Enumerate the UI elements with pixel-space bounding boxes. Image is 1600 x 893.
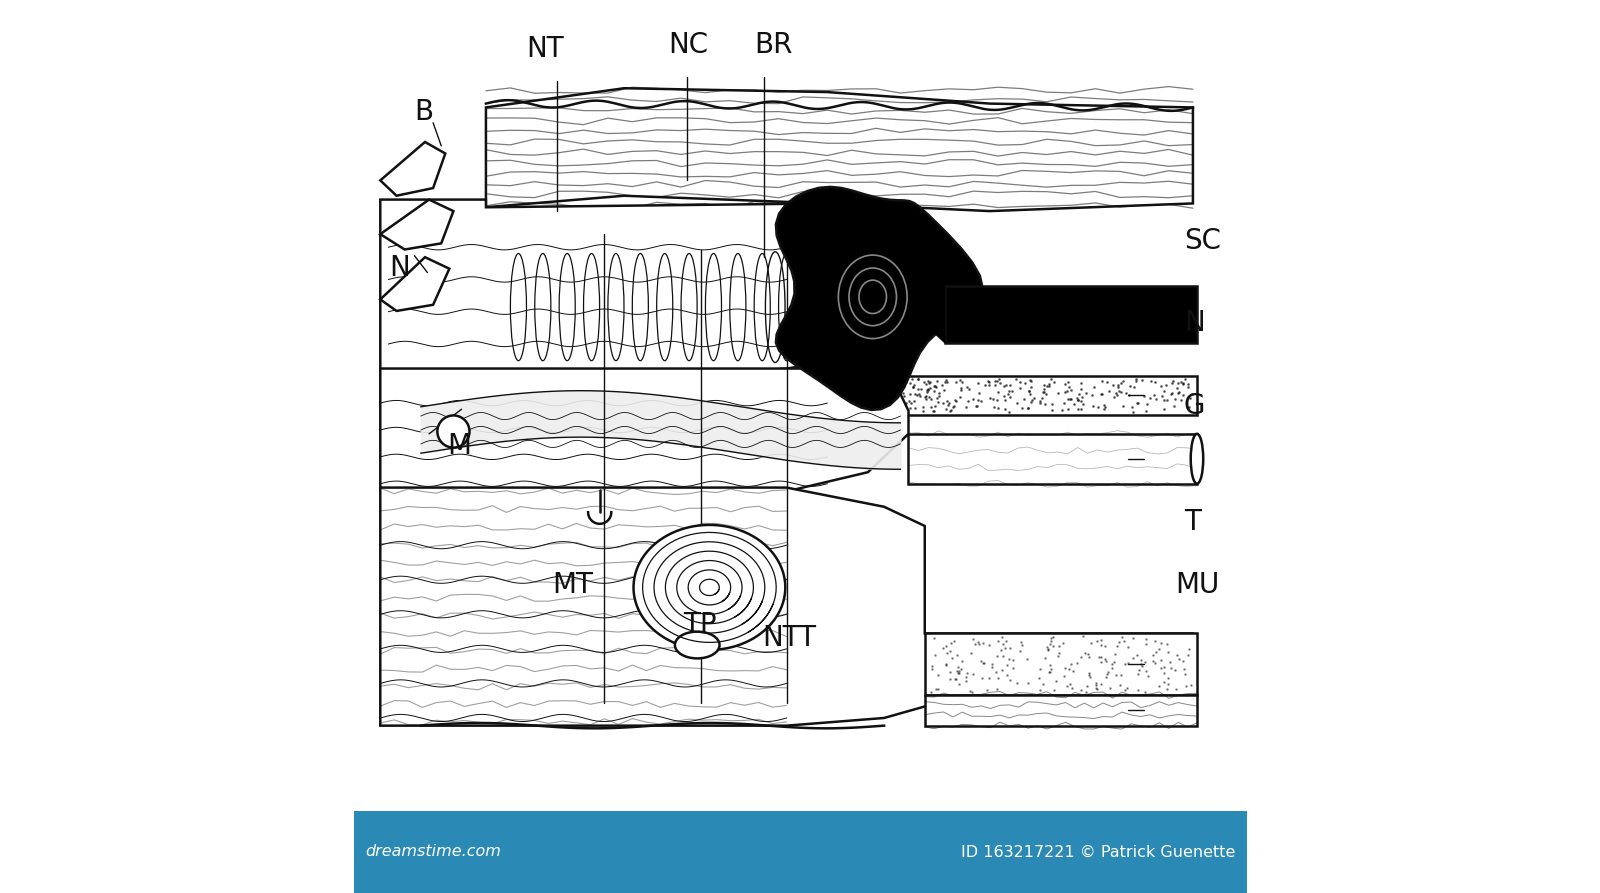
Text: N: N [1184,309,1205,338]
Ellipse shape [675,631,720,658]
Polygon shape [381,369,909,491]
Text: NTT: NTT [762,624,816,653]
Polygon shape [634,525,786,650]
Polygon shape [888,376,1197,414]
Text: G: G [1184,392,1205,421]
Polygon shape [381,488,1194,726]
Text: ID 163217221 © Patrick Guenette: ID 163217221 © Patrick Guenette [960,845,1235,859]
Polygon shape [381,200,453,249]
Text: NT: NT [526,35,565,63]
Ellipse shape [1190,434,1203,484]
Text: MU: MU [1174,571,1219,599]
Text: NC: NC [669,30,709,59]
Text: SC: SC [1184,227,1221,255]
Text: N: N [389,254,410,282]
Polygon shape [933,286,946,344]
Text: T: T [1184,508,1202,537]
Text: MT: MT [552,571,592,599]
Text: B: B [414,97,434,126]
Polygon shape [925,633,1197,695]
Text: TP: TP [683,611,717,639]
Text: M: M [448,432,472,461]
Polygon shape [776,187,982,410]
Text: BR: BR [754,30,792,59]
Polygon shape [354,811,1246,893]
Text: dreamstime.com: dreamstime.com [365,845,501,859]
Polygon shape [909,434,1197,484]
Polygon shape [381,257,450,311]
Polygon shape [946,286,1197,344]
Polygon shape [381,200,933,403]
Polygon shape [925,695,1197,726]
Polygon shape [486,88,1194,211]
Circle shape [437,415,469,447]
Polygon shape [381,142,445,196]
